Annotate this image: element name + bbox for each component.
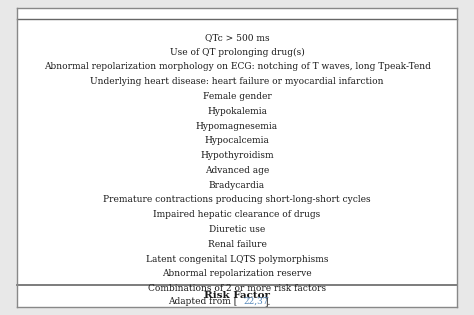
Text: Abnormal repolarization reserve: Abnormal repolarization reserve: [162, 269, 312, 278]
Text: Bradycardia: Bradycardia: [209, 181, 265, 190]
Text: Premature contractions producing short-long-short cycles: Premature contractions producing short-l…: [103, 195, 371, 204]
Text: Latent congenital LQTS polymorphisms: Latent congenital LQTS polymorphisms: [146, 255, 328, 264]
Text: QTc > 500 ms: QTc > 500 ms: [205, 33, 269, 42]
Text: Female gender: Female gender: [202, 92, 272, 101]
Text: Adapted from [: Adapted from [: [168, 297, 237, 306]
Text: Hypomagnesemia: Hypomagnesemia: [196, 122, 278, 130]
Text: Use of QT prolonging drug(s): Use of QT prolonging drug(s): [170, 48, 304, 57]
Text: Hypokalemia: Hypokalemia: [207, 107, 267, 116]
Text: Renal failure: Renal failure: [208, 240, 266, 249]
Text: Hypothyroidism: Hypothyroidism: [200, 151, 274, 160]
Text: 22,37: 22,37: [243, 297, 269, 306]
Text: Combinations of 2 or more risk factors: Combinations of 2 or more risk factors: [148, 284, 326, 293]
Text: Diuretic use: Diuretic use: [209, 225, 265, 234]
Text: Underlying heart disease: heart failure or myocardial infarction: Underlying heart disease: heart failure …: [90, 77, 384, 86]
Text: Impaired hepatic clearance of drugs: Impaired hepatic clearance of drugs: [154, 210, 320, 219]
Text: Hypocalcemia: Hypocalcemia: [205, 136, 269, 145]
Text: Risk Factor: Risk Factor: [204, 291, 270, 301]
Text: ].: ].: [264, 297, 270, 306]
Text: Abnormal repolarization morphology on ECG: notching of T waves, long Tpeak-Tend: Abnormal repolarization morphology on EC…: [44, 62, 430, 72]
Text: Advanced age: Advanced age: [205, 166, 269, 175]
